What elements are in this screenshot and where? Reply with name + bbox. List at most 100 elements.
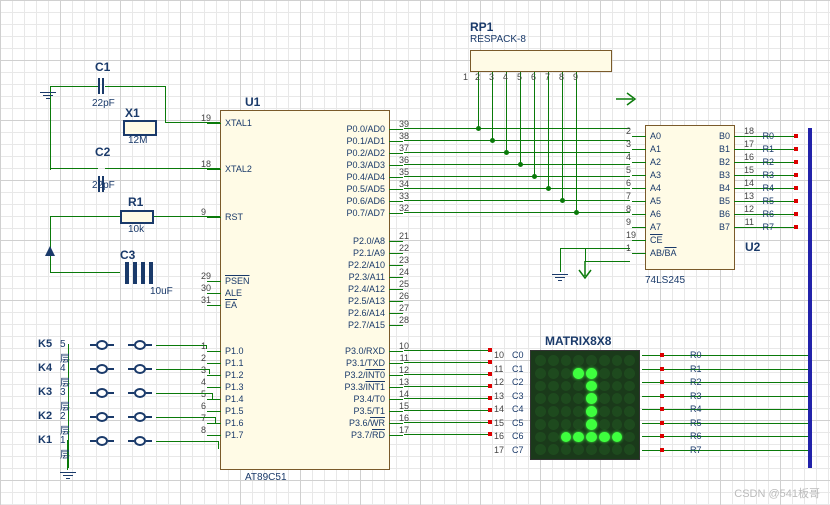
pin-num: 5 [626,165,631,175]
pin-num: 2 [201,353,206,363]
respack-rp1 [470,50,612,72]
btn-ref: K3 [38,386,52,398]
pin-label: P2.1/A9 [353,248,385,258]
matrix-dot [561,381,572,392]
matrix-dot [612,419,623,430]
pin-num: 9 [201,207,206,217]
pin-num: 35 [399,167,409,177]
pin-label: P1.7 [225,430,244,440]
pin-num: 16 [399,413,409,423]
pin-num: 1 [626,243,631,253]
matrix-dot [573,393,584,404]
matrix-dot [586,444,597,455]
pin-num: 15 [744,165,754,175]
pin-num: 19 [626,230,636,240]
pin-num: 9 [626,217,631,227]
pin-label: P1.2 [225,370,244,380]
pin-num: 5 [201,389,206,399]
matrix-col-label: C1 [512,364,524,374]
pin-num: 12 [399,365,409,375]
pin-label: B7 [719,222,730,232]
push-switch[interactable] [128,412,152,422]
pin-label: P2.7/A15 [348,320,385,330]
matrix-dot [599,444,610,455]
matrix-dot [561,355,572,366]
pin-num: 33 [399,191,409,201]
push-switch[interactable] [128,364,152,374]
matrix-dot [599,393,610,404]
pin-num: 6 [201,401,206,411]
pin-num: 18 [201,159,211,169]
matrix-dot [599,406,610,417]
pin-num: 6 [626,178,631,188]
rp1-pin: 5 [517,72,522,82]
push-switch[interactable] [90,340,114,350]
pin-label: P1.1 [225,358,244,368]
matrix-row-label: R3 [690,391,702,401]
push-switch[interactable] [90,412,114,422]
matrix-dot [573,444,584,455]
gnd-2 [60,470,76,481]
matrix-dot [624,432,635,443]
pin-label: EA [225,300,237,310]
matrix-dot [612,368,623,379]
push-switch[interactable] [128,436,152,446]
pin-label: P3.0/RXD [345,346,385,356]
cap-c3-d [149,262,153,284]
pin-num: 17 [744,139,754,149]
x1-val: 12M [128,135,147,146]
pin-label: RST [225,212,243,222]
matrix-dot [612,444,623,455]
matrix-dot [586,355,597,366]
matrix-dot [599,368,610,379]
btn-label: 1层 [60,435,70,461]
pin-label: P3.7/RD [351,430,385,440]
matrix-col-label: C5 [512,418,524,428]
x1-ref: X1 [125,106,140,120]
rp1-pin: 6 [531,72,536,82]
matrix-dot [599,381,610,392]
matrix-dot [535,393,546,404]
push-switch[interactable] [128,340,152,350]
matrix-dot [535,355,546,366]
matrix-dot [573,432,584,443]
matrix-ref: MATRIX8X8 [545,334,611,348]
pin-label: P1.3 [225,382,244,392]
pin-num: 8 [201,425,206,435]
matrix-dot [548,406,559,417]
pin-num: 39 [399,119,409,129]
rp1-pin: 9 [573,72,578,82]
rp1-part: RESPACK-8 [470,34,526,45]
pin-label: B0 [719,131,730,141]
pin-num: 4 [201,377,206,387]
matrix-row-label: R0 [690,350,702,360]
matrix-row-label: R6 [690,431,702,441]
push-switch[interactable] [90,436,114,446]
matrix-dot [535,381,546,392]
pin-label: P3.2/INT0 [344,370,385,380]
pin-label: A2 [650,157,661,167]
pin-label: P3.5/T1 [353,406,385,416]
pin-label: A7 [650,222,661,232]
cap-c3-a [125,262,129,284]
btn-label: 3层 [60,387,70,413]
btn-label: 2层 [60,411,70,437]
pin-label: P2.6/A14 [348,308,385,318]
push-switch[interactable] [90,388,114,398]
pin-label: P0.2/AD2 [346,148,385,158]
rp1-ref: RP1 [470,20,493,34]
crystal-x1 [123,120,157,136]
gnd-3 [552,272,568,283]
push-switch[interactable] [90,364,114,374]
rp1-pin: 8 [559,72,564,82]
push-switch[interactable] [128,388,152,398]
matrix-dot [573,406,584,417]
net-label: R2 [762,157,774,167]
pin-num: 12 [744,204,754,214]
cap-c3-c [141,262,145,284]
c3-ref: C3 [120,248,135,262]
pin-num: 7 [201,413,206,423]
pin-num: 3 [201,365,206,375]
pin-label: P1.4 [225,394,244,404]
pin-num: 34 [399,179,409,189]
